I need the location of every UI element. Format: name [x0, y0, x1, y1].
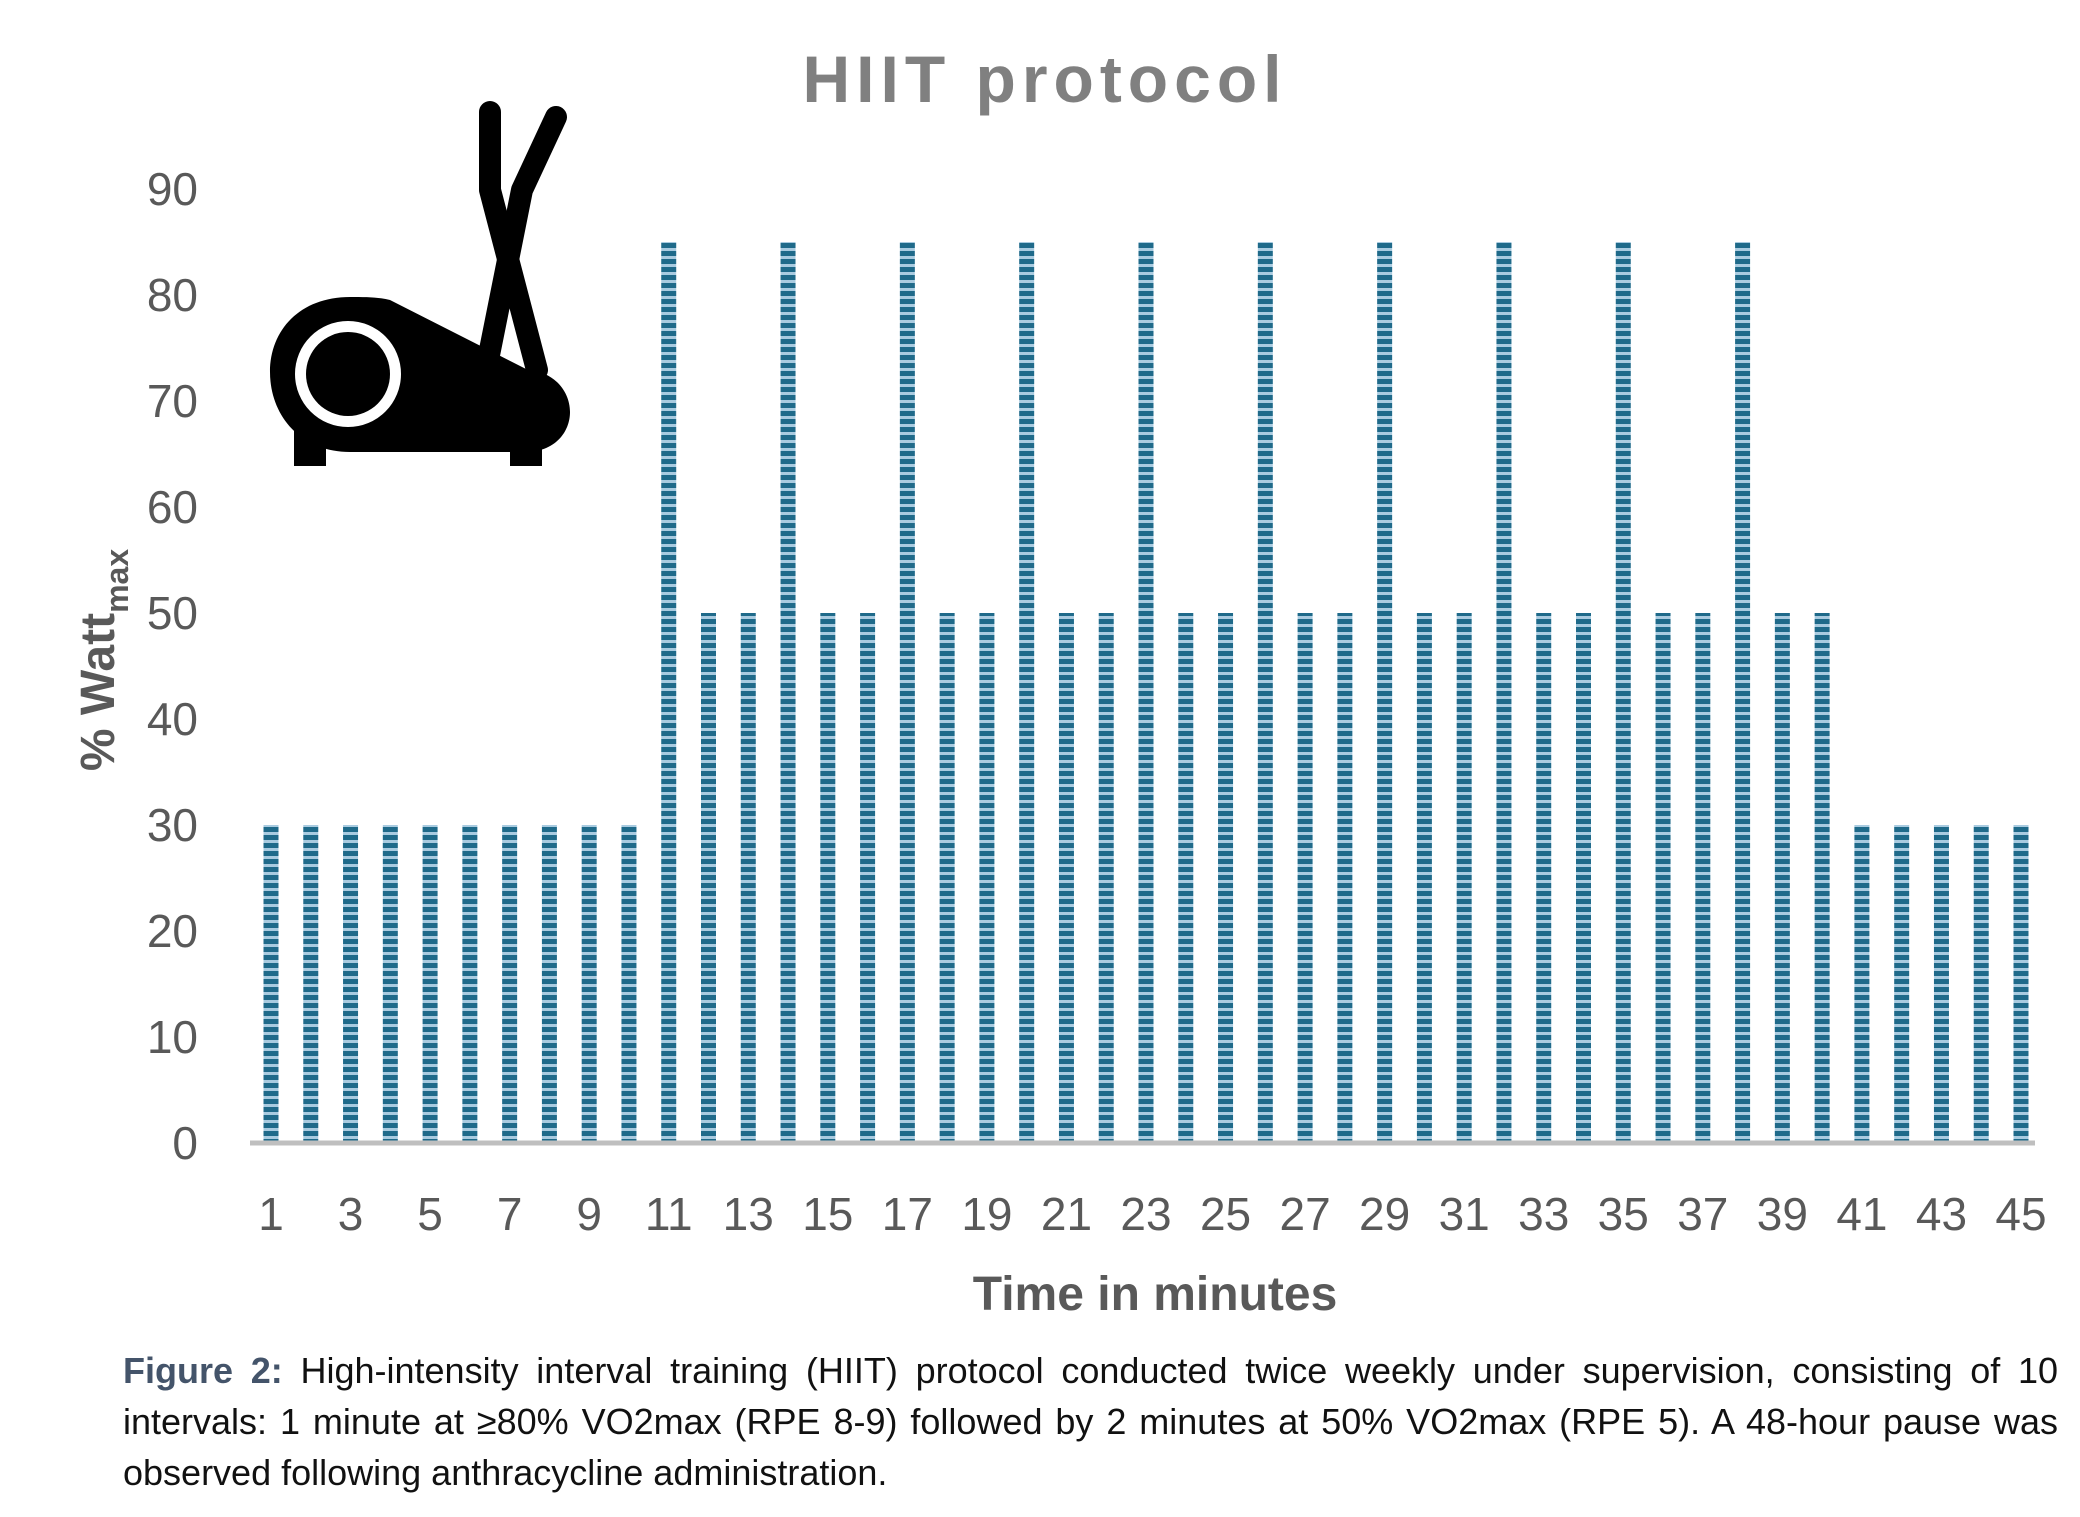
bar — [1774, 613, 1790, 1143]
figure-caption: Figure 2: High-intensity interval traini… — [123, 1345, 2058, 1498]
y-tick-label: 60 — [147, 481, 198, 533]
y-tick-label: 0 — [172, 1117, 198, 1169]
bars — [263, 242, 2029, 1143]
bar — [1695, 613, 1711, 1143]
y-tick-label: 80 — [147, 269, 198, 321]
bar — [1496, 242, 1512, 1143]
bar — [1416, 613, 1432, 1143]
bar — [1456, 613, 1472, 1143]
bar — [1576, 613, 1591, 1143]
x-axis-title: Time in minutes — [973, 1268, 1338, 1321]
bar — [422, 825, 438, 1143]
bar — [541, 825, 557, 1143]
y-tick-label: 90 — [147, 163, 198, 215]
y-axis-title-sub: max — [99, 549, 135, 613]
bar — [899, 242, 915, 1143]
bar — [1058, 613, 1074, 1143]
x-tick-label: 3 — [338, 1188, 364, 1240]
bar — [382, 825, 398, 1143]
caption-text: High-intensity interval training (HIIT) … — [123, 1350, 2059, 1493]
bar — [1297, 613, 1313, 1143]
bar — [343, 825, 359, 1143]
bar — [1894, 825, 1910, 1143]
bar — [1257, 242, 1273, 1143]
x-tick-label: 7 — [497, 1188, 523, 1240]
bar — [1377, 242, 1393, 1143]
bar — [1098, 613, 1114, 1143]
y-tick-label: 70 — [147, 375, 198, 427]
y-axis-title: % Wattmax — [72, 549, 135, 771]
y-tick-label: 10 — [147, 1011, 198, 1063]
x-tick-label: 43 — [1916, 1188, 1967, 1240]
bar — [303, 825, 319, 1143]
bar — [1019, 242, 1035, 1143]
x-tick-label: 39 — [1757, 1188, 1808, 1240]
y-tick-label: 30 — [147, 799, 198, 851]
x-tick-label: 33 — [1518, 1188, 1569, 1240]
x-tick-label: 11 — [645, 1188, 693, 1240]
x-tick-label: 21 — [1041, 1188, 1092, 1240]
bar — [1337, 613, 1353, 1143]
y-tick-label: 40 — [147, 693, 198, 745]
bar — [581, 825, 597, 1143]
bar — [1655, 613, 1671, 1143]
y-tick-label: 50 — [147, 587, 198, 639]
y-axis-ticks: 0 10 20 30 40 50 60 70 80 90 — [147, 163, 198, 1169]
bar — [502, 825, 518, 1143]
bar — [1218, 613, 1234, 1143]
bar — [1814, 613, 1830, 1143]
bar — [780, 242, 796, 1143]
x-tick-label: 25 — [1200, 1188, 1251, 1240]
bar — [820, 613, 836, 1143]
bar — [462, 825, 478, 1143]
bar — [2013, 825, 2029, 1143]
bar — [740, 613, 756, 1143]
bar — [263, 825, 279, 1143]
x-tick-label: 23 — [1120, 1188, 1171, 1240]
bar — [1138, 242, 1154, 1143]
bar — [1536, 613, 1552, 1143]
elliptical-trainer-icon — [270, 101, 570, 466]
x-tick-label: 17 — [882, 1188, 933, 1240]
bar — [661, 242, 677, 1143]
bar — [1178, 613, 1194, 1143]
bar — [939, 613, 955, 1143]
bar — [979, 613, 995, 1143]
bar — [860, 613, 876, 1143]
x-tick-label: 27 — [1280, 1188, 1331, 1240]
x-tick-label: 35 — [1598, 1188, 1649, 1240]
bar — [1854, 825, 1870, 1143]
x-tick-label: 37 — [1677, 1188, 1728, 1240]
bar — [701, 613, 716, 1143]
x-tick-label: 19 — [961, 1188, 1012, 1240]
x-tick-label: 13 — [723, 1188, 774, 1240]
x-tick-label: 1 — [258, 1188, 284, 1240]
bar — [1973, 825, 1989, 1143]
chart-title: HIIT protocol — [803, 42, 1288, 116]
x-tick-label: 45 — [1995, 1188, 2046, 1240]
x-tick-label: 9 — [576, 1188, 602, 1240]
bar — [1933, 825, 1949, 1143]
x-tick-label: 31 — [1439, 1188, 1490, 1240]
bar — [621, 825, 637, 1143]
y-tick-label: 20 — [147, 905, 198, 957]
x-axis-ticks: 1 3 5 7 9 11 13 15 17 19 21 23 25 27 29 31 33 35 37 39 41 43 4… — [258, 1188, 2046, 1240]
bar — [1615, 242, 1631, 1143]
x-tick-label: 29 — [1359, 1188, 1410, 1240]
x-tick-label: 15 — [802, 1188, 853, 1240]
x-tick-label: 41 — [1836, 1188, 1887, 1240]
caption-label: Figure 2: — [123, 1350, 283, 1391]
y-axis-title-main: % Watt — [72, 613, 125, 771]
x-tick-label: 5 — [417, 1188, 443, 1240]
bar — [1735, 242, 1751, 1143]
